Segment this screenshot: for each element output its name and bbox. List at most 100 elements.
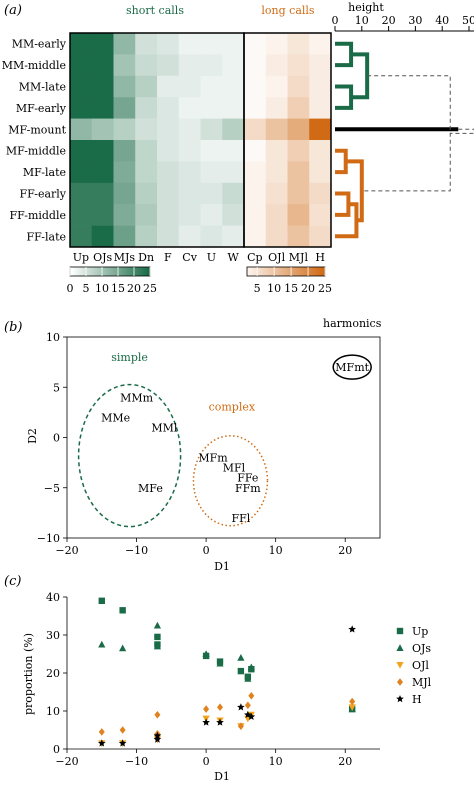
heatmap-cell bbox=[309, 54, 332, 77]
colorbar-long-swatch bbox=[262, 267, 266, 276]
row-label: MM-late bbox=[19, 81, 66, 94]
heatmap-cell bbox=[70, 161, 93, 184]
heatmap-cell bbox=[91, 225, 114, 248]
data-point-ojs bbox=[244, 674, 252, 682]
harmonics-group-ellipse bbox=[332, 354, 372, 380]
dendrogram-branch bbox=[345, 159, 364, 223]
data-point-ojs bbox=[98, 640, 106, 648]
data-point-h bbox=[202, 718, 210, 726]
dendrogram-branch bbox=[335, 84, 354, 110]
heatmap-cell bbox=[70, 182, 93, 205]
x-tick-label-b: 20 bbox=[338, 544, 352, 557]
heatmap-cell bbox=[157, 204, 180, 226]
row-label: MF-middle bbox=[6, 145, 66, 158]
heatmap-cell bbox=[244, 118, 267, 141]
dendrogram-branch bbox=[335, 41, 354, 68]
x-tick-label-c: −10 bbox=[125, 755, 148, 768]
heatmap-cell bbox=[178, 54, 201, 77]
heatmap-cell bbox=[178, 33, 201, 55]
colorbar-long-swatch bbox=[249, 267, 253, 276]
colorbar-long-swatch bbox=[283, 267, 287, 276]
x-tick-label-b: 10 bbox=[269, 544, 283, 557]
heatmap-cell bbox=[113, 182, 136, 205]
dendrogram-tick-label: 20 bbox=[382, 14, 396, 27]
colorbar-short-swatch bbox=[104, 267, 108, 276]
colorbar-long-tick-label: 25 bbox=[318, 282, 332, 295]
heatmap-panel: short calls long calls MM-early MM-middle… bbox=[2, 4, 332, 295]
heatmap-cell bbox=[222, 225, 245, 248]
heatmap-cell bbox=[287, 33, 310, 55]
row-label: FF-early bbox=[19, 188, 66, 201]
heatmap-cell bbox=[309, 182, 332, 205]
heatmap-cell bbox=[178, 161, 201, 184]
colorbar-long-swatch bbox=[317, 267, 321, 276]
x-axis-label-b: D1 bbox=[214, 560, 230, 573]
heatmap-cell bbox=[91, 182, 114, 205]
colorbar-short-swatch bbox=[126, 267, 130, 276]
point-label: MFe bbox=[138, 482, 163, 495]
data-point-mjl bbox=[237, 722, 244, 730]
dendrogram-branch bbox=[450, 128, 474, 134]
y-tick-label-b: −5 bbox=[44, 482, 60, 495]
heatmap-cell bbox=[178, 140, 201, 162]
heatmap-cell bbox=[265, 75, 288, 98]
heatmap-cell bbox=[309, 204, 332, 226]
colorbar-long-swatch bbox=[270, 267, 274, 276]
y-tick-label-c: 40 bbox=[46, 591, 60, 604]
y-tick-label-b: −10 bbox=[37, 532, 60, 545]
heatmap-cell bbox=[157, 97, 180, 119]
heatmap-cell bbox=[70, 54, 93, 77]
dendrogram: height 0 10 20 30 40 50 bbox=[332, 1, 474, 239]
heatmap-cell bbox=[200, 161, 223, 184]
data-point-h bbox=[153, 731, 162, 739]
heatmap-cell bbox=[70, 33, 93, 55]
dendrogram-branch bbox=[361, 75, 451, 192]
colorbar-short-swatch bbox=[88, 267, 92, 276]
dendrogram-branch bbox=[335, 202, 359, 239]
heatmap-cell bbox=[309, 225, 332, 248]
data-point-h bbox=[97, 739, 106, 747]
colorbar-long-swatch bbox=[278, 267, 282, 276]
heatmap-cell bbox=[91, 33, 114, 55]
data-point-h bbox=[247, 712, 256, 720]
data-point-ojs bbox=[202, 650, 210, 657]
point-label: MMl bbox=[151, 421, 178, 434]
heatmap-cell bbox=[200, 225, 223, 248]
data-point-ojs bbox=[237, 654, 245, 661]
colorbar-short-swatch bbox=[102, 267, 106, 276]
colorbar-long-swatch bbox=[291, 267, 295, 276]
legend-label: Up bbox=[412, 625, 428, 638]
y-tick-label-c: 0 bbox=[53, 743, 60, 756]
colorbar-short-swatch bbox=[86, 267, 90, 276]
data-point-ojs bbox=[216, 659, 224, 667]
colorbar-long-swatch bbox=[309, 267, 313, 276]
colorbar-long-swatch bbox=[322, 267, 326, 276]
colorbar-short-swatch bbox=[72, 267, 76, 276]
heatmap-cell bbox=[178, 75, 201, 98]
complex-group-ellipse bbox=[192, 434, 269, 527]
colorbar-short-swatch bbox=[80, 267, 84, 276]
row-label: MF-early bbox=[16, 102, 67, 115]
heatmap-cell bbox=[222, 33, 245, 55]
heatmap-cell bbox=[178, 204, 201, 226]
colorbar-short-swatch bbox=[131, 267, 135, 276]
point-label: MFl bbox=[223, 462, 246, 475]
dendrogram-tick-label: 50 bbox=[462, 14, 474, 27]
heatmap-cell bbox=[135, 225, 158, 248]
heatmap-cell bbox=[157, 161, 180, 184]
row-label: FF-middle bbox=[9, 209, 66, 222]
heatmap-cell bbox=[200, 118, 223, 141]
column-label: U bbox=[207, 251, 216, 264]
heatmap-cell bbox=[222, 75, 245, 98]
heatmap-cell bbox=[178, 97, 201, 119]
row-label: FF-late bbox=[27, 230, 67, 243]
panel-label-c: (c) bbox=[4, 574, 21, 589]
colorbar-short-swatch bbox=[123, 267, 127, 276]
heatmap-cell bbox=[135, 33, 158, 55]
x-tick-label-b: 0 bbox=[203, 544, 210, 557]
heatmap-cell bbox=[222, 118, 245, 141]
simple-group-label: simple bbox=[111, 351, 148, 364]
heatmap-cell bbox=[113, 118, 136, 141]
group-label-long-calls: long calls bbox=[261, 4, 315, 17]
data-point-up bbox=[119, 607, 126, 614]
